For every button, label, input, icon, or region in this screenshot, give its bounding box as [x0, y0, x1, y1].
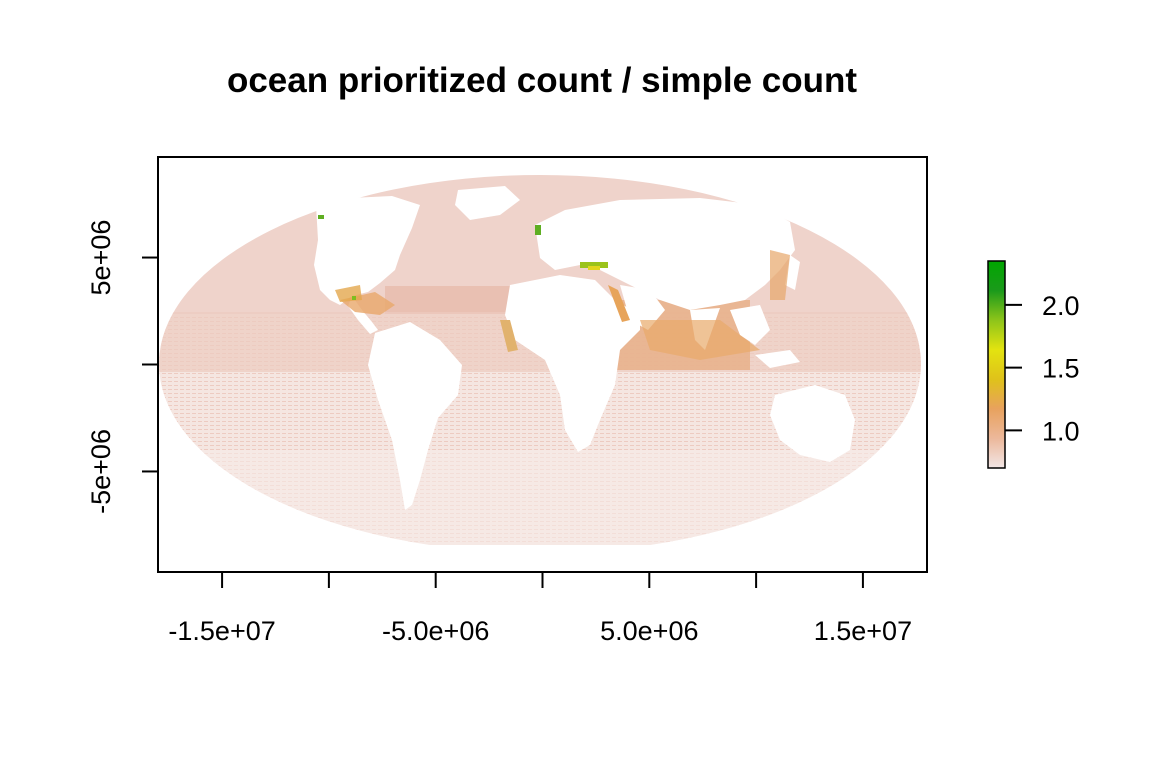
chart-title: ocean prioritized count / simple count [227, 61, 857, 100]
indonesia [755, 350, 800, 368]
arabia [620, 285, 665, 330]
y-tick-label: -5e+06 [86, 429, 116, 514]
mediterranean-green [580, 262, 608, 268]
legend-tick-label: 2.0 [1042, 291, 1080, 321]
y-tick-label: 5e+06 [86, 220, 116, 296]
west-africa-coast [500, 320, 518, 352]
africa [505, 275, 640, 452]
new-zealand [876, 448, 890, 472]
legend-tick-label: 1.0 [1042, 416, 1080, 446]
europe-asia [535, 198, 795, 310]
x-tick-label: 1.5e+07 [814, 616, 912, 646]
legend-colorbar [987, 260, 1006, 469]
gulf-green [352, 296, 356, 300]
indian-ocean-hotspot [640, 320, 760, 360]
land-mass [300, 186, 890, 572]
legend-ticks: 1.0 1.5 2.0 [1005, 291, 1080, 446]
y-axis: 5e+06 -5e+06 [86, 220, 158, 514]
red-sea-hotspot [608, 285, 630, 322]
north-sea-green [535, 225, 541, 235]
east-asia-coast [770, 250, 790, 300]
greenland [455, 186, 520, 220]
x-tick-label: -1.5e+07 [168, 616, 275, 646]
south-america [368, 322, 462, 510]
map-raster [159, 175, 921, 572]
x-axis: -1.5e+07 -5.0e+06 5.0e+06 1.5e+07 [168, 572, 912, 646]
north-america [314, 196, 420, 305]
australia [770, 385, 855, 462]
legend-tick-label: 1.5 [1042, 354, 1080, 384]
x-tick-label: -5.0e+06 [382, 616, 489, 646]
antarctica-edge [300, 545, 780, 572]
color-legend: 1.0 1.5 2.0 [987, 260, 1080, 469]
mediterranean-yellow [588, 266, 600, 270]
x-tick-label: 5.0e+06 [600, 616, 698, 646]
hotspots [318, 215, 790, 360]
arctic-green [318, 215, 324, 219]
